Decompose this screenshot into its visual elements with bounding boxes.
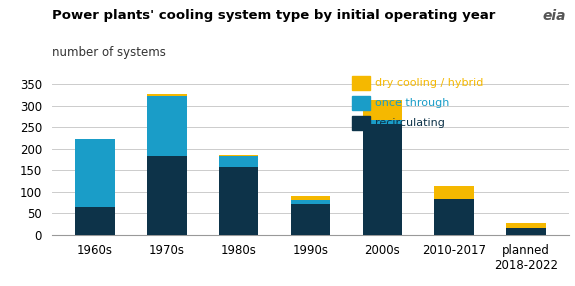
Bar — [75, 139, 115, 207]
FancyBboxPatch shape — [352, 96, 370, 110]
Bar — [291, 204, 330, 235]
Text: recirculating: recirculating — [375, 118, 445, 128]
Bar — [219, 155, 258, 156]
FancyBboxPatch shape — [352, 76, 370, 90]
Text: once through: once through — [375, 98, 450, 108]
Text: eia: eia — [543, 9, 566, 23]
Text: number of systems: number of systems — [52, 46, 166, 59]
Bar — [363, 100, 402, 120]
Bar — [434, 186, 474, 199]
Bar — [506, 223, 546, 228]
Bar — [147, 156, 187, 235]
Bar — [147, 96, 187, 156]
Bar — [291, 200, 330, 204]
Text: dry cooling / hybrid: dry cooling / hybrid — [375, 78, 484, 88]
Bar — [363, 120, 402, 124]
Bar — [75, 207, 115, 235]
FancyBboxPatch shape — [352, 116, 370, 130]
Bar — [219, 156, 258, 167]
Bar — [363, 124, 402, 235]
Text: Power plants' cooling system type by initial operating year: Power plants' cooling system type by ini… — [52, 9, 495, 21]
Bar — [506, 228, 546, 235]
Bar — [219, 167, 258, 235]
Bar — [291, 196, 330, 200]
Bar — [147, 94, 187, 96]
Bar — [434, 199, 474, 235]
